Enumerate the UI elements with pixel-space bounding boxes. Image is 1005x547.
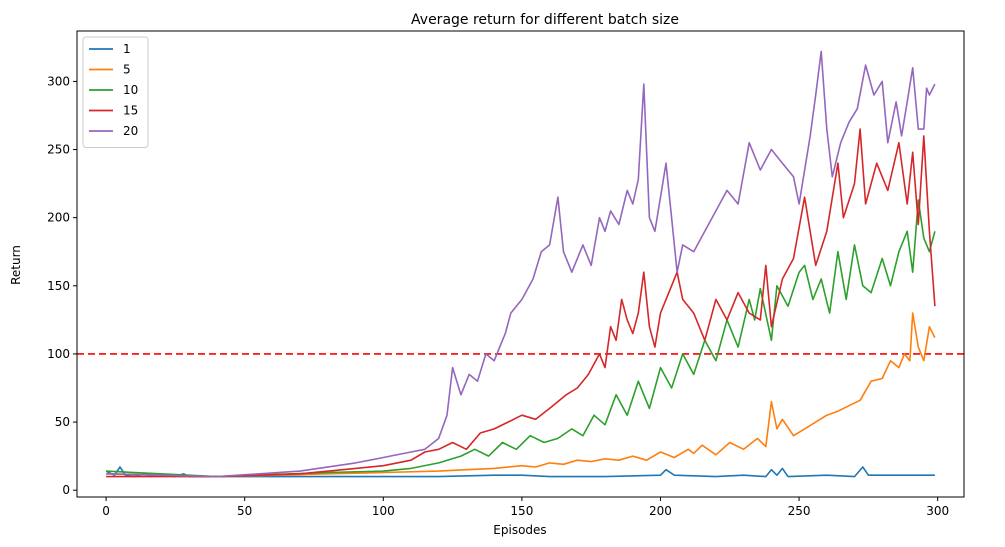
series-line-15 — [106, 128, 936, 478]
x-axis-ticks: 0 50 100 150 200 250 300 — [102, 497, 949, 518]
x-tick-label: 250 — [788, 504, 811, 518]
legend-label: 15 — [123, 104, 138, 118]
x-tick-label: 300 — [926, 504, 949, 518]
legend-label: 1 — [123, 42, 131, 56]
y-tick-label: 50 — [55, 415, 70, 429]
y-axis-label: Return — [9, 245, 23, 285]
legend-label: 5 — [123, 63, 131, 77]
x-tick-label: 150 — [510, 504, 533, 518]
y-axis-ticks: 0 50 100 150 200 250 300 — [47, 74, 77, 497]
legend-label: 20 — [123, 124, 138, 138]
y-tick-label: 100 — [47, 347, 70, 361]
legend-box — [82, 36, 149, 148]
x-axis-label: Episodes — [493, 523, 546, 537]
x-tick-label: 0 — [102, 504, 110, 518]
plot-frame — [76, 30, 965, 498]
y-tick-label: 200 — [47, 211, 70, 225]
x-tick-label: 50 — [237, 504, 252, 518]
x-tick-label: 200 — [649, 504, 672, 518]
y-tick-label: 300 — [47, 74, 70, 88]
series-line-10 — [106, 199, 936, 478]
series-line-5 — [106, 312, 936, 478]
y-tick-label: 250 — [47, 143, 70, 157]
x-tick-label: 100 — [372, 504, 395, 518]
series-line-20 — [106, 50, 936, 478]
chart-title: Average return for different batch size — [411, 12, 679, 28]
y-tick-label: 150 — [47, 279, 70, 293]
y-tick-label: 0 — [62, 483, 70, 497]
series-group — [105, 50, 936, 478]
legend-label: 10 — [123, 83, 138, 97]
